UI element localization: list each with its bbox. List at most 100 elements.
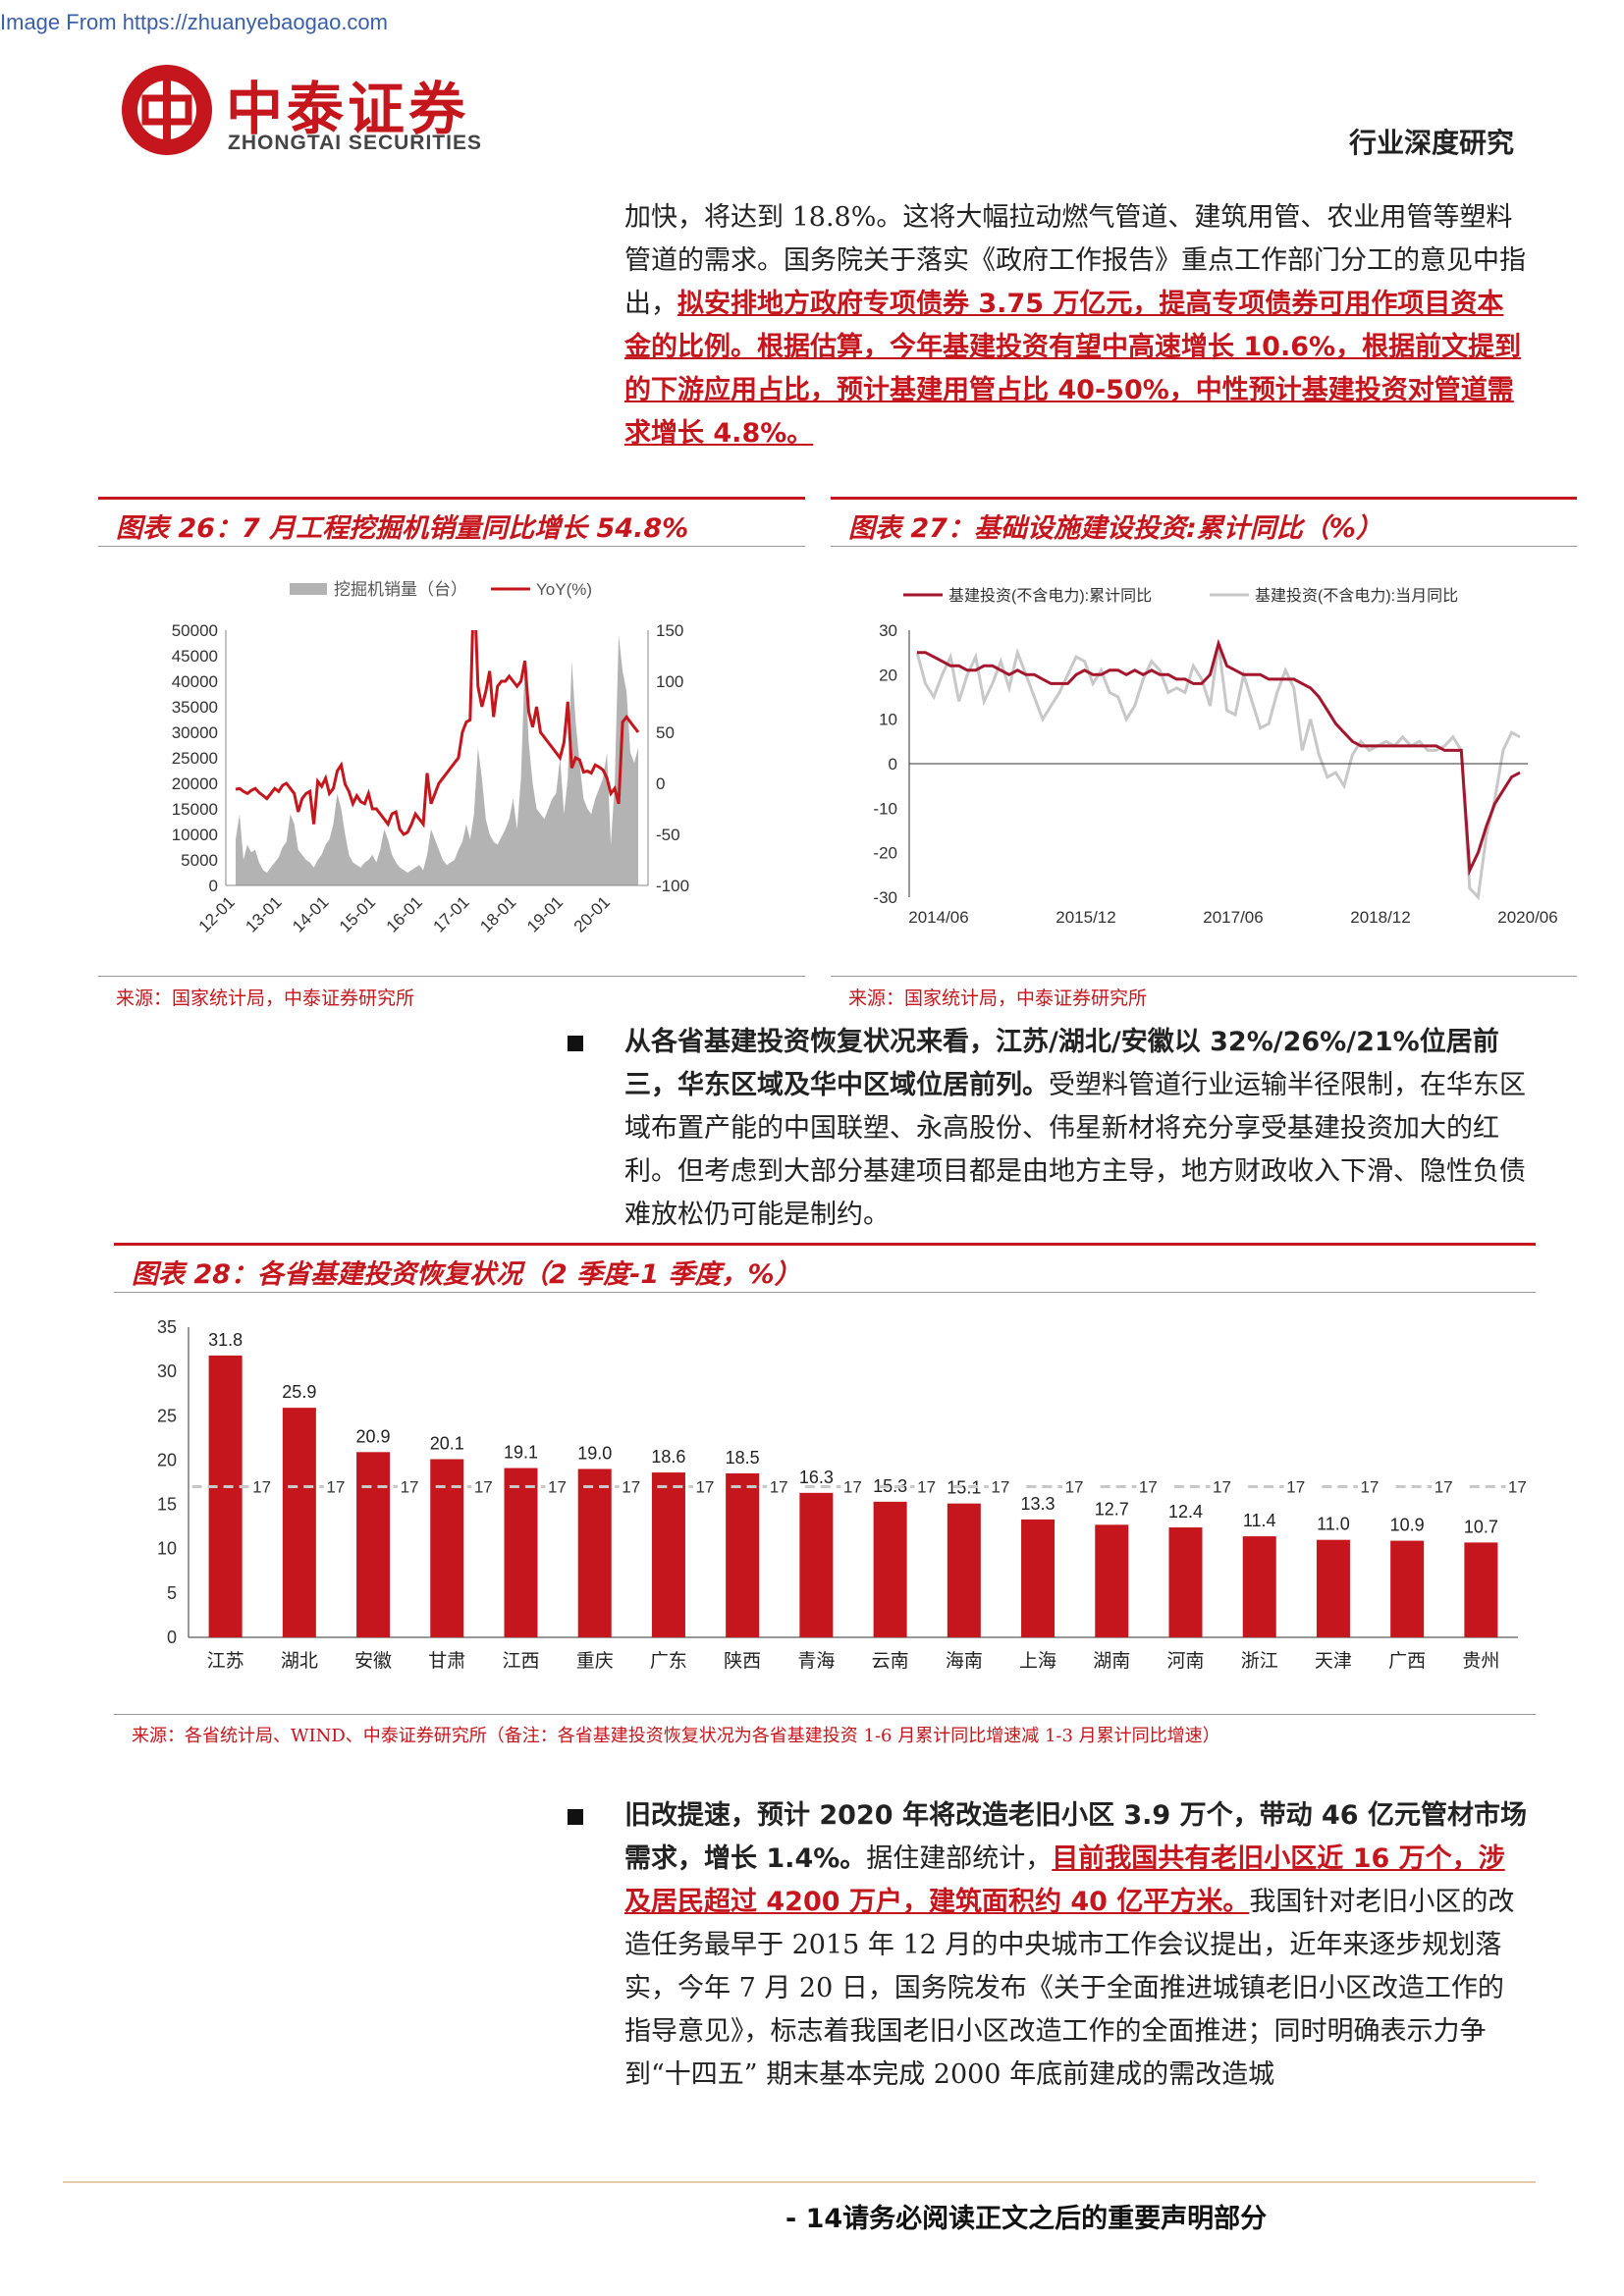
fig26-source-rule xyxy=(98,976,805,977)
paragraph-3-bold: 旧改提速，预计 2020 年将改造老旧小区 3.9 万个，带动 46 亿元管材市… xyxy=(624,1800,1527,1874)
reference-line-label: 17 xyxy=(1360,1478,1379,1497)
fig27-bottom-rule xyxy=(831,546,1577,547)
x-category-label: 湖北 xyxy=(281,1650,318,1672)
x-tick-label: 19-01 xyxy=(523,892,567,935)
y-left-tick-label: 15000 xyxy=(172,800,218,819)
reference-line-label: 17 xyxy=(474,1478,493,1497)
y-right-tick-label: 0 xyxy=(656,774,665,793)
bar-重庆 xyxy=(577,1468,612,1637)
company-logo xyxy=(122,65,212,155)
bar-value-label: 20.1 xyxy=(430,1434,464,1454)
reference-line-label: 17 xyxy=(695,1478,714,1497)
y-left-tick-label: 50000 xyxy=(172,621,218,640)
y-tick-label: 25 xyxy=(157,1406,177,1425)
reference-line-label: 17 xyxy=(401,1478,419,1497)
y-tick-label: 5 xyxy=(167,1583,177,1603)
bar-value-label: 12.4 xyxy=(1168,1502,1203,1522)
bar-江西 xyxy=(504,1468,538,1637)
x-tick-label: 14-01 xyxy=(289,892,332,935)
source-url[interactable]: Image From https://zhuanyebaogao.com xyxy=(0,10,388,34)
legend-label-monthly: 基建投资(不含电力):当月同比 xyxy=(1255,587,1458,605)
fig28-source: 来源：各省统计局、WIND、中泰证券研究所（备注：各省基建投资恢复状况为各省基建… xyxy=(132,1726,1220,1746)
series-area-excavator-sales xyxy=(236,635,638,885)
fig27-title: 图表 27：基础设施建设投资:累计同比（%） xyxy=(848,513,1382,544)
y-tick-label: -10 xyxy=(873,799,897,818)
report-type: 行业深度研究 xyxy=(1348,127,1514,159)
x-tick-label: 18-01 xyxy=(476,892,519,935)
legend-label-cumulative: 基建投资(不含电力):累计同比 xyxy=(948,587,1152,605)
paragraph-3: 旧改提速，预计 2020 年将改造老旧小区 3.9 万个，带动 46 亿元管材市… xyxy=(624,1794,1528,2097)
bar-安徽 xyxy=(356,1452,391,1637)
y-tick-label: -20 xyxy=(873,844,897,863)
y-right-tick-label: 100 xyxy=(656,672,683,691)
x-category-label: 江西 xyxy=(502,1650,539,1672)
bar-云南 xyxy=(873,1501,907,1637)
reference-line-label: 17 xyxy=(1065,1478,1084,1497)
x-tick-label: 20-01 xyxy=(570,892,614,935)
bar-value-label: 20.9 xyxy=(356,1426,391,1446)
footer-text: - 14请务必阅读正文之后的重要声明部分 xyxy=(785,2204,1268,2234)
reference-line-label: 17 xyxy=(770,1478,788,1497)
x-category-label: 贵州 xyxy=(1462,1650,1499,1672)
x-tick-label: 2017/06 xyxy=(1203,908,1263,927)
x-category-label: 海南 xyxy=(946,1650,983,1672)
y-tick-label: 20 xyxy=(157,1450,177,1469)
paragraph-2: 从各省基建投资恢复状况来看，江苏/湖北/安徽以 32%/26%/21%位居前三，… xyxy=(624,1021,1528,1237)
reference-line-label: 17 xyxy=(1435,1478,1453,1497)
x-category-label: 云南 xyxy=(872,1650,909,1672)
reference-line-label: 17 xyxy=(1286,1478,1305,1497)
fig27-source-rule xyxy=(831,976,1577,977)
bar-value-label: 18.6 xyxy=(651,1447,685,1467)
fig26-title: 图表 26：7 月工程挖掘机销量同比增长 54.8% xyxy=(116,513,689,544)
bar-value-label: 11.4 xyxy=(1243,1511,1276,1530)
x-category-label: 广西 xyxy=(1388,1650,1426,1672)
paragraph-2-text: 受塑料管道行业运输半径限制，在华东区域布置产能的中国联塑、永高股份、伟星新材将充… xyxy=(624,1070,1526,1230)
paragraph-2-bold: 从各省基建投资恢复状况来看，江苏/湖北/安徽以 32%/26%/21%位居前三，… xyxy=(624,1027,1499,1100)
bullet-marker xyxy=(568,1036,583,1051)
fig26-source: 来源：国家统计局，中泰证券研究所 xyxy=(116,988,415,1009)
reference-line-label: 17 xyxy=(622,1478,640,1497)
bar-甘肃 xyxy=(430,1459,464,1637)
series-line-cumulative xyxy=(917,638,1521,877)
bar-青海 xyxy=(799,1492,834,1637)
y-left-tick-label: 20000 xyxy=(172,774,218,793)
legend-label-excavator-sales: 挖掘机销量（台） xyxy=(334,580,467,599)
y-left-tick-label: 45000 xyxy=(172,647,218,666)
y-tick-label: 0 xyxy=(889,755,897,774)
fig28-bottom-rule xyxy=(114,1292,1536,1293)
bar-广西 xyxy=(1390,1540,1425,1637)
y-left-tick-label: 5000 xyxy=(181,851,218,870)
paragraph-3-text-b: 我国针对老旧小区的改造任务最早于 2015 年 12 月的中央城市工作会议提出，… xyxy=(624,1887,1515,2090)
x-tick-label: 2018/12 xyxy=(1350,908,1410,927)
y-left-tick-label: 40000 xyxy=(172,672,218,691)
bar-海南 xyxy=(947,1503,981,1637)
y-tick-label: 20 xyxy=(879,666,897,684)
reference-line-label: 17 xyxy=(1139,1478,1158,1497)
footer-rule xyxy=(63,2181,1536,2183)
y-right-tick-label: 150 xyxy=(656,621,683,640)
x-category-label: 甘肃 xyxy=(428,1650,465,1672)
x-category-label: 安徽 xyxy=(354,1650,392,1672)
reference-line-label: 17 xyxy=(1213,1478,1231,1497)
y-tick-label: 30 xyxy=(157,1362,177,1381)
paragraph-1: 加快，将达到 18.8%。这将大幅拉动燃气管道、建筑用管、农业用管等塑料管道的需… xyxy=(624,196,1528,455)
reference-line-label: 17 xyxy=(252,1478,271,1497)
y-tick-label: 35 xyxy=(157,1317,177,1337)
fig26-top-rule xyxy=(98,497,805,500)
bar-value-label: 13.3 xyxy=(1021,1494,1056,1514)
x-category-label: 陕西 xyxy=(724,1650,761,1672)
y-left-tick-label: 25000 xyxy=(172,749,218,768)
fig27-chart: 基建投资(不含电力):累计同比 基建投资(不含电力):当月同比 -30 -20 -10 0… xyxy=(873,587,1557,927)
bar-浙江 xyxy=(1242,1536,1276,1637)
bar-陕西 xyxy=(726,1472,760,1637)
y-tick-label: 15 xyxy=(157,1495,177,1515)
series-line-monthly xyxy=(915,643,1521,901)
fig28-title: 图表 28：各省基建投资恢复状况（2 季度-1 季度，%） xyxy=(132,1259,801,1290)
y-right-tick-label: -100 xyxy=(656,877,689,895)
bar-value-label: 10.9 xyxy=(1390,1516,1425,1535)
x-category-label: 湖南 xyxy=(1093,1650,1130,1672)
x-tick-label: 16-01 xyxy=(383,892,426,935)
bar-value-label: 11.0 xyxy=(1317,1515,1350,1534)
bar-value-label: 15.3 xyxy=(873,1476,907,1496)
x-tick-label: 2014/06 xyxy=(908,908,968,927)
